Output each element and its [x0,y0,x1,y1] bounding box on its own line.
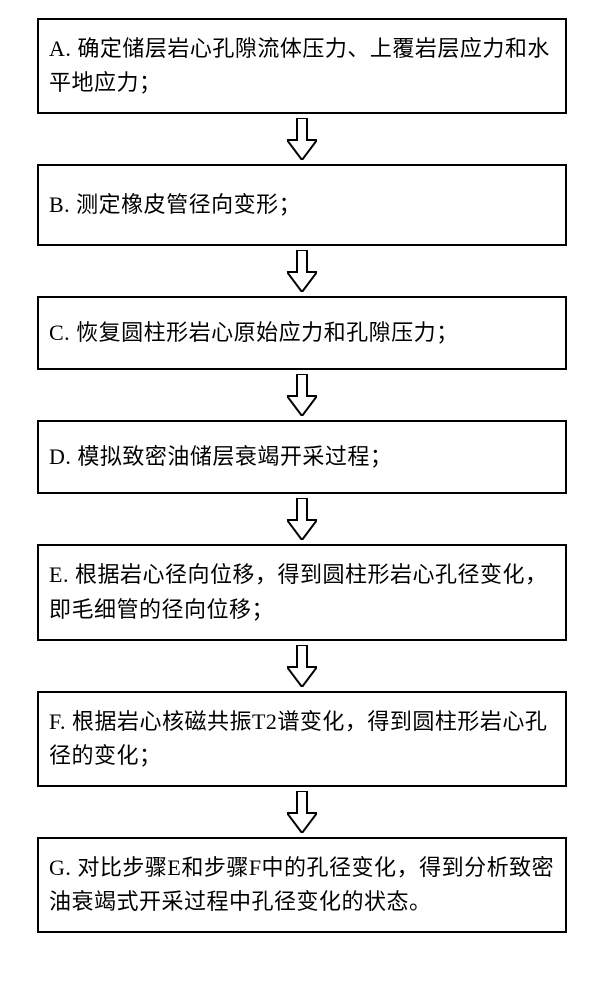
flow-step-f-text: F. 根据岩心核磁共振T2谱变化，得到圆柱形岩心孔径的变化； [49,705,555,773]
flow-step-c-text: C. 恢复圆柱形岩心原始应力和孔隙压力； [49,316,459,350]
flow-step-a: A. 确定储层岩心孔隙流体压力、上覆岩层应力和水平地应力； [37,18,567,114]
arrow-e-f [287,645,317,687]
arrow-f-g [287,791,317,833]
flow-step-e: E. 根据岩心径向位移，得到圆柱形岩心孔径变化，即毛细管的径向位移； [37,544,567,640]
flow-step-f: F. 根据岩心核磁共振T2谱变化，得到圆柱形岩心孔径的变化； [37,691,567,787]
flow-step-c: C. 恢复圆柱形岩心原始应力和孔隙压力； [37,296,567,370]
arrow-b-c [287,250,317,292]
flow-step-d-text: D. 模拟致密油储层衰竭开采过程； [49,440,392,474]
arrow-d-e [287,498,317,540]
flow-step-e-text: E. 根据岩心径向位移，得到圆柱形岩心孔径变化，即毛细管的径向位移； [49,558,555,626]
flow-step-g-text: G. 对比步骤E和步骤F中的孔径变化，得到分析致密油衰竭式开采过程中孔径变化的状… [49,851,555,919]
flow-step-a-text: A. 确定储层岩心孔隙流体压力、上覆岩层应力和水平地应力； [49,32,555,100]
flow-step-b: B. 测定橡皮管径向变形； [37,164,567,246]
arrow-c-d [287,374,317,416]
flow-step-b-text: B. 测定橡皮管径向变形； [49,188,301,222]
flow-step-g: G. 对比步骤E和步骤F中的孔径变化，得到分析致密油衰竭式开采过程中孔径变化的状… [37,837,567,933]
flow-step-d: D. 模拟致密油储层衰竭开采过程； [37,420,567,494]
arrow-a-b [287,118,317,160]
